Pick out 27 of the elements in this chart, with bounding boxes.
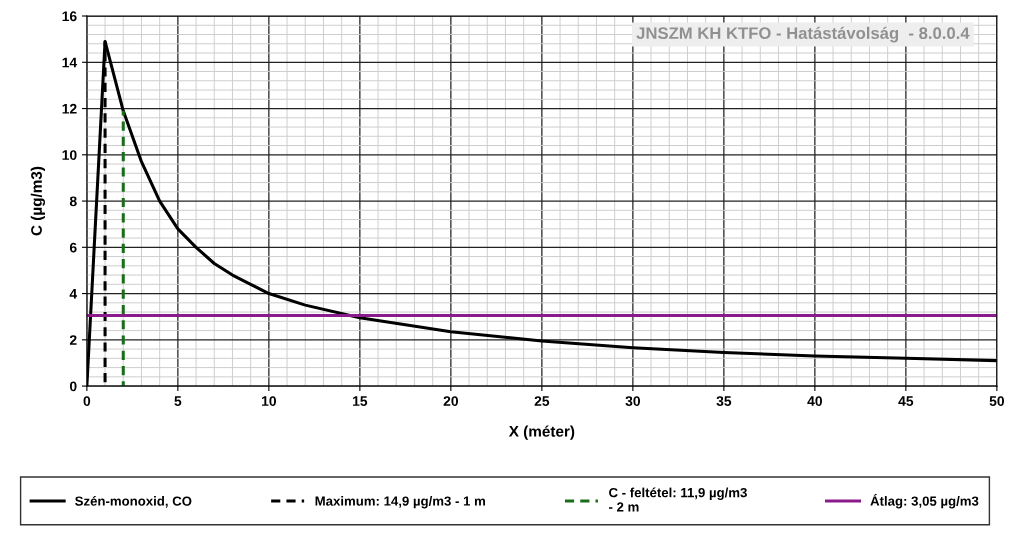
y-tick-label: 8: [69, 196, 77, 207]
x-tick-label: 30: [625, 396, 641, 407]
y-tick-label: 12: [62, 103, 77, 114]
x-tick-label: 10: [262, 396, 277, 407]
x-tick-label: 45: [898, 396, 914, 407]
y-tick-label: 6: [69, 242, 77, 253]
x-tick-label: 5: [174, 396, 182, 407]
y-tick-label: 2: [69, 335, 77, 345]
x-tick-label: 50: [989, 396, 1005, 407]
text: JNSZM KH KTFO - Hatástávolság - 8.0.0.4: [636, 26, 970, 43]
y-tick-label: 0: [69, 381, 77, 392]
y-tick-label: 16: [62, 11, 77, 22]
x-tick-label: 25: [534, 396, 550, 407]
x-tick-label: 0: [83, 396, 91, 407]
y-tick-label: 4: [69, 289, 78, 299]
legend-label: Maximum: 14,9 µg/m3 - 1 m: [315, 496, 485, 509]
x-axis-title: X (méter): [508, 425, 575, 440]
legend-label: C - feltétel: 11,9 µg/m3 - 2 m: [609, 487, 747, 512]
x-tick-label: 35: [716, 396, 732, 407]
legend-label: Átlag: 3,05 µg/m3: [870, 493, 979, 509]
legend-label: Szén-monoxid, CO: [75, 495, 192, 508]
y-axis-title: C (µg/m3): [30, 166, 46, 236]
y-tick-label: 10: [62, 150, 77, 160]
y-tick-label: 14: [62, 57, 78, 68]
x-tick-label: 40: [807, 396, 823, 407]
x-tick-label: 20: [443, 396, 459, 407]
x-tick-label: 15: [353, 396, 368, 407]
